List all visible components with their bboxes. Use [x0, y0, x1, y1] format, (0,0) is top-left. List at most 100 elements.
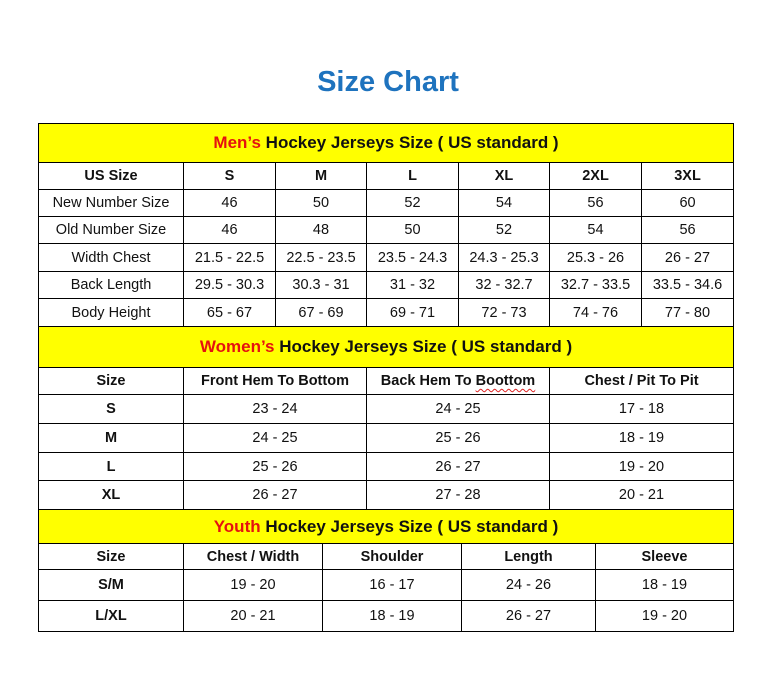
table-cell: 24 - 26 [461, 569, 596, 601]
table-cell: 20 - 21 [548, 480, 735, 510]
table-row: New Number Size 46 50 52 54 56 60 [38, 189, 735, 217]
table-cell: 52 [366, 189, 459, 217]
table-row: L 25 - 26 26 - 27 19 - 20 [38, 452, 735, 481]
women-size-table: Women’s Hockey Jerseys Size ( US standar… [37, 326, 735, 510]
row-label: Old Number Size [38, 216, 184, 244]
column-header-text: XL [494, 168, 514, 184]
table-cell: 25.3 - 26 [549, 243, 642, 272]
column-header-text: Sleeve [641, 548, 688, 565]
banner-text: Hockey Jerseys Size ( US standard ) [260, 516, 559, 536]
table-row: S/M 19 - 20 16 - 17 24 - 26 18 - 19 [38, 569, 734, 601]
table-cell: 26 - 27 [640, 243, 735, 272]
youth-size-table: Youth Hockey Jerseys Size ( US standard … [38, 509, 734, 632]
table-row: Width Chest 21.5 - 22.5 22.5 - 23.5 23.5 - … [38, 243, 735, 272]
youth-banner: Youth Hockey Jerseys Size ( US standard … [38, 509, 734, 544]
header-row: Size Chest / Width Shoulder Length Sleeve [38, 543, 734, 570]
column-header: Shoulder [322, 543, 462, 570]
column-header-text: US Size [84, 168, 138, 184]
table-cell: 46 [183, 189, 276, 217]
column-header-text: Size [96, 548, 126, 565]
table-cell: 23.5 - 24.3 [366, 243, 459, 272]
table-cell: 77 - 80 [640, 298, 735, 327]
banner-highlight: Men’s [213, 133, 261, 152]
banner-text: Hockey Jerseys Size ( US standard ) [260, 133, 559, 152]
table-cell: 17 - 18 [548, 394, 735, 424]
column-header: Length [461, 543, 596, 570]
table-cell: 19 - 20 [595, 600, 734, 632]
header-row: US Size S M L XL 2XL 3XL [38, 162, 735, 190]
table-cell: 27 - 28 [366, 480, 550, 510]
table-cell: 74 - 76 [549, 298, 642, 327]
table-cell: 18 - 19 [595, 569, 734, 601]
column-header-text: M [314, 168, 328, 184]
table-row: Back Length 29.5 - 30.3 30.3 - 31 31 - 32 32… [38, 271, 735, 299]
table-cell: 20 - 21 [183, 600, 323, 632]
table-cell: 54 [549, 216, 642, 244]
table-cell: 26 - 27 [366, 452, 550, 481]
column-header: Sleeve [595, 543, 734, 570]
row-label: XL [38, 480, 184, 510]
table-cell: 24.3 - 25.3 [458, 243, 550, 272]
column-header: 3XL [640, 162, 735, 190]
table-cell: 31 - 32 [366, 271, 459, 299]
table-row: L/XL 20 - 21 18 - 19 26 - 27 19 - 20 [38, 600, 734, 632]
row-label: L [38, 452, 184, 481]
column-header-text: 3XL [674, 168, 701, 184]
table-cell: 29.5 - 30.3 [183, 271, 276, 299]
banner-highlight: Youth [213, 516, 261, 536]
table-cell: 54 [458, 189, 550, 217]
row-label: L/XL [38, 600, 184, 632]
column-header-text: Size [96, 373, 126, 389]
table-cell: 26 - 27 [183, 480, 367, 510]
table-row: XL 26 - 27 27 - 28 20 - 21 [38, 480, 735, 510]
men-size-table: Men’s Hockey Jerseys Size ( US standard … [37, 123, 735, 327]
row-label: Body Height [38, 298, 184, 327]
column-header: Chest / Width [183, 543, 323, 570]
column-header-text: Front Hem To Bottom [201, 373, 349, 389]
table-row: S 23 - 24 24 - 25 17 - 18 [38, 394, 735, 424]
men-banner: Men’s Hockey Jerseys Size ( US standard … [37, 123, 735, 163]
table-cell: 25 - 26 [366, 423, 550, 453]
table-row: M 24 - 25 25 - 26 18 - 19 [38, 423, 735, 453]
table-cell: 24 - 25 [183, 423, 367, 453]
table-cell: 69 - 71 [366, 298, 459, 327]
row-label: M [38, 423, 184, 453]
table-cell: 60 [640, 189, 735, 217]
column-header-text: S [224, 168, 235, 184]
column-header: Size [38, 367, 184, 395]
table-row: Old Number Size 46 48 50 52 54 56 [38, 216, 735, 244]
table-cell: 50 [366, 216, 459, 244]
column-header: Back Hem To Boottom [366, 367, 550, 395]
table-cell: 22.5 - 23.5 [275, 243, 367, 272]
row-label: Back Length [38, 271, 184, 299]
table-cell: 50 [275, 189, 367, 217]
table-cell: 56 [640, 216, 735, 244]
row-label: S [38, 394, 184, 424]
banner-highlight: Women’s [199, 337, 275, 356]
table-cell: 19 - 20 [548, 452, 735, 481]
column-header: 2XL [549, 162, 642, 190]
table-cell: 46 [183, 216, 276, 244]
column-header: Front Hem To Bottom [183, 367, 367, 395]
table-cell: 16 - 17 [322, 569, 462, 601]
table-cell: 67 - 69 [275, 298, 367, 327]
table-row: Body Height 65 - 67 67 - 69 69 - 71 72 - 73 7… [38, 298, 735, 327]
table-cell: 18 - 19 [322, 600, 462, 632]
row-label: S/M [38, 569, 184, 601]
table-cell: 24 - 25 [366, 394, 550, 424]
column-header: US Size [38, 162, 184, 190]
table-cell: 33.5 - 34.6 [640, 271, 735, 299]
column-header: S [183, 162, 276, 190]
table-cell: 25 - 26 [183, 452, 367, 481]
column-header-text: Shoulder [360, 548, 424, 565]
table-cell: 21.5 - 22.5 [183, 243, 276, 272]
table-cell: 32.7 - 33.5 [549, 271, 642, 299]
column-header-text: 2XL [582, 168, 609, 184]
column-header-text: Length [504, 548, 553, 565]
table-cell: 65 - 67 [183, 298, 276, 327]
table-cell: 30.3 - 31 [275, 271, 367, 299]
page-title: Size Chart [317, 66, 459, 98]
row-label: New Number Size [38, 189, 184, 217]
column-header: Size [38, 543, 184, 570]
table-cell: 72 - 73 [458, 298, 550, 327]
